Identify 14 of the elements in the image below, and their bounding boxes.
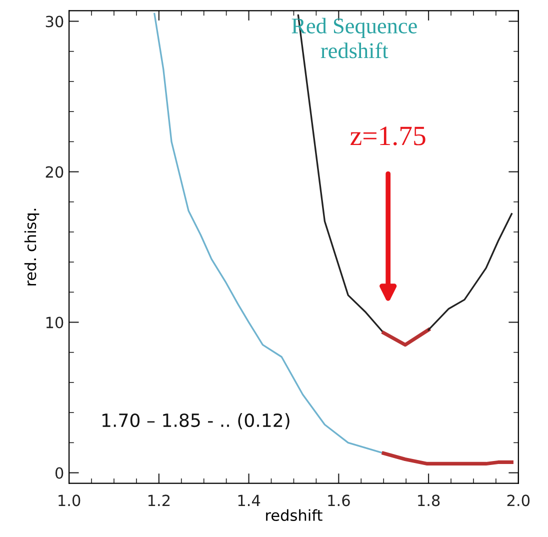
y-tick-label: 10 xyxy=(46,316,64,328)
x-tick-label: 1.8 xyxy=(418,494,440,506)
y-tick-label: 30 xyxy=(46,16,64,28)
y-tick-label: 20 xyxy=(46,166,64,178)
y-axis-title: red. chisq. xyxy=(24,208,40,286)
annotation: z=1.75 xyxy=(350,126,426,146)
x-tick-label: 1.0 xyxy=(58,494,80,506)
x-tick-label: 1.2 xyxy=(148,494,170,506)
annotation: 1.70 – 1.85 - .. (0.12) xyxy=(102,413,290,430)
x-tick-label: 1.4 xyxy=(238,494,260,506)
x-tick-label: 1.6 xyxy=(328,494,350,506)
x-tick-label: 2.0 xyxy=(507,494,530,506)
y-tick-label: 0 xyxy=(55,467,64,479)
x-axis-title: redshift xyxy=(266,509,322,522)
